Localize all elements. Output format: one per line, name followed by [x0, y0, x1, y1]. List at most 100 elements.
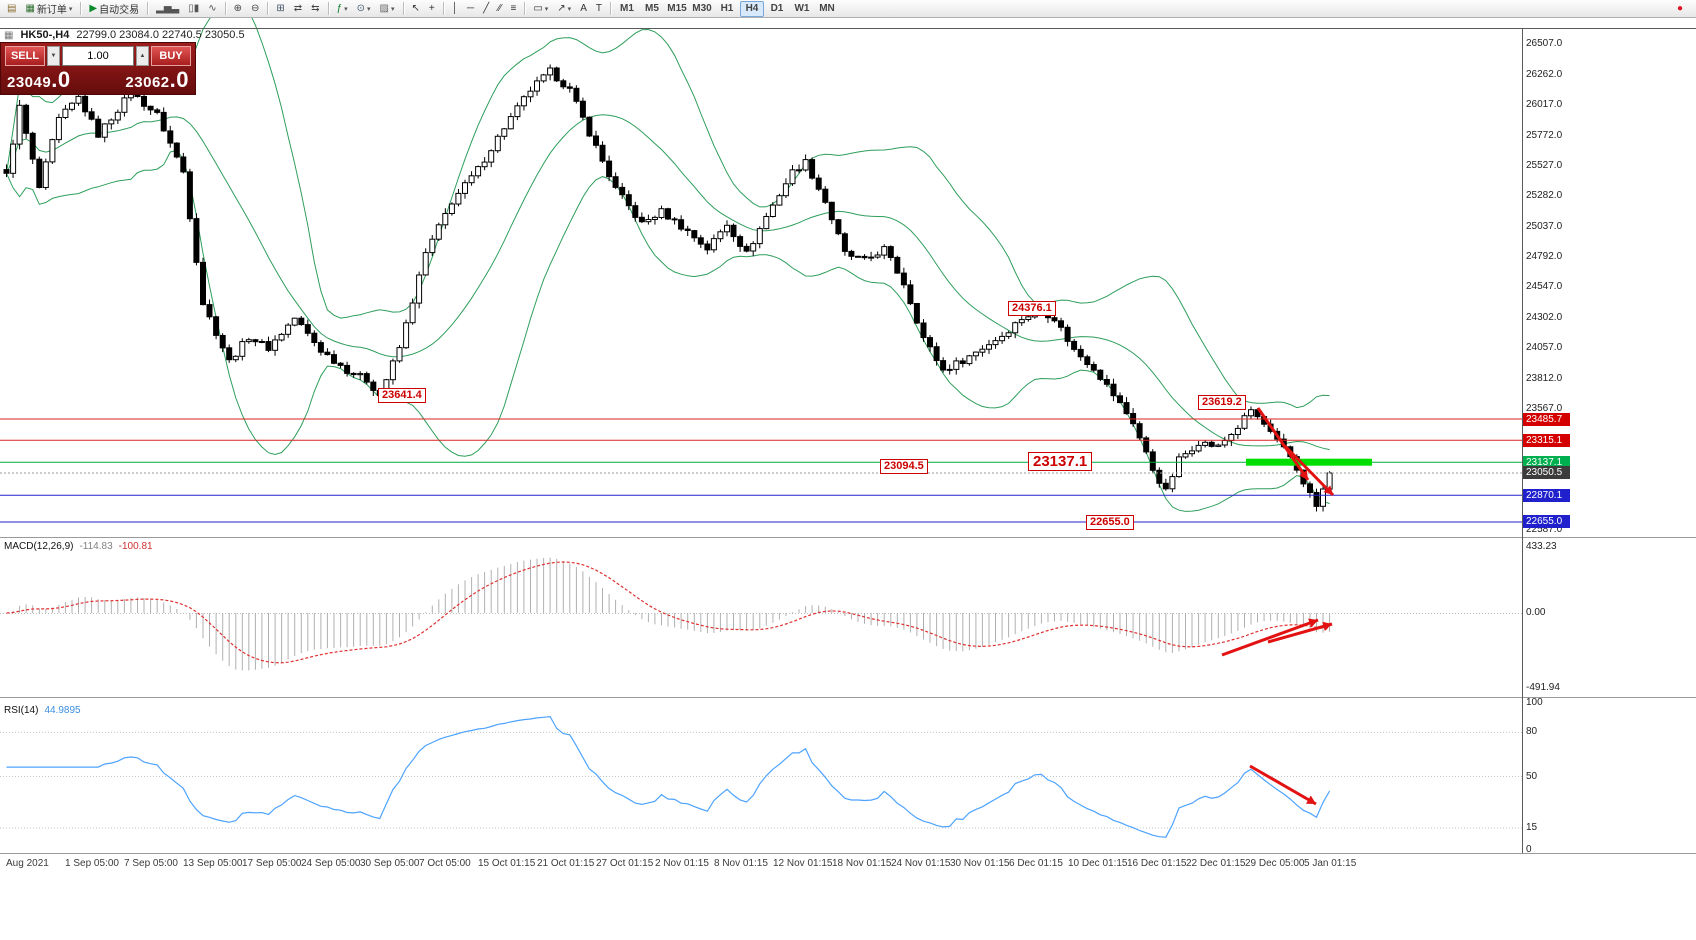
price-tag: 23485.7: [1523, 413, 1570, 426]
price-annotation[interactable]: 24376.1: [1008, 301, 1056, 316]
timeframe-M15[interactable]: M15: [667, 3, 687, 14]
sell-button[interactable]: SELL: [5, 46, 45, 66]
time-axis-label: Aug 2021: [6, 858, 49, 869]
trend-arrow[interactable]: [1283, 444, 1335, 497]
toolbar-separator: [327, 2, 329, 15]
zoom-out-button[interactable]: ⊖: [247, 1, 263, 17]
price-annotation[interactable]: 23094.5: [880, 459, 928, 474]
chart-shift-button[interactable]: ⇆: [307, 1, 323, 17]
candlestick-chart-button[interactable]: ▯▮: [184, 1, 203, 17]
templates-button[interactable]: ▨ ▾: [376, 1, 399, 17]
chart-canvas[interactable]: [0, 18, 1696, 940]
macd-axis-label: 0.00: [1526, 607, 1546, 618]
cursor-icon: ↖: [411, 2, 420, 14]
horizontal-line-button[interactable]: ─: [463, 1, 478, 17]
auto-scroll-button[interactable]: ⇄: [290, 1, 306, 17]
timeframe-M1[interactable]: M1: [620, 3, 634, 14]
timeframe-H1[interactable]: H1: [720, 3, 734, 14]
macd-axis-label: 433.23: [1526, 541, 1557, 552]
price-tag: 23137.1: [1523, 456, 1570, 469]
text-label-icon: T: [595, 2, 602, 14]
trend-arrow-head: [1308, 618, 1318, 628]
buy-button[interactable]: BUY: [151, 46, 191, 66]
timeframe-M30[interactable]: M30: [692, 3, 712, 14]
buy-price[interactable]: 23062.0: [125, 67, 189, 93]
notifications-button[interactable]: ●: [1673, 1, 1687, 17]
channel-button[interactable]: ∕∕: [494, 1, 505, 17]
trendline-button[interactable]: ╱: [479, 1, 493, 17]
price-axis-label: 23812.0: [1526, 373, 1563, 384]
auto-trading-icon: ▶: [89, 2, 98, 14]
trend-arrow-head: [1322, 621, 1332, 631]
new-order-button[interactable]: ▦ 新订单 ▾: [21, 1, 76, 17]
volume-down-button[interactable]: ▼: [47, 46, 60, 66]
text-button[interactable]: A: [576, 1, 591, 17]
price-axis-label: 24057.0: [1526, 342, 1563, 353]
line-chart-button[interactable]: ∿: [204, 1, 220, 17]
shapes-button[interactable]: ▭ ▾: [529, 1, 552, 17]
toolbar-separator: [609, 2, 611, 15]
auto-trading-button[interactable]: ▶ 自动交易: [85, 1, 143, 17]
price-axis-label: 25037.0: [1526, 221, 1563, 232]
price-axis-label: 26017.0: [1526, 99, 1563, 110]
line-chart-icon: ∿: [208, 2, 217, 14]
time-axis-label: 7 Oct 05:00: [419, 858, 471, 869]
tile-windows-button[interactable]: ⊞: [272, 1, 288, 17]
price-annotation[interactable]: 23619.2: [1198, 395, 1246, 410]
volume-up-button[interactable]: ▲: [136, 46, 149, 66]
indicators-icon: ƒ: [336, 2, 343, 14]
indicators-button[interactable]: ƒ ▾: [333, 1, 352, 17]
periods-icon: ⊙: [356, 2, 366, 14]
time-axis-label: 17 Sep 05:00: [242, 858, 302, 869]
trend-arrow-head: [1306, 795, 1316, 804]
crosshair-button[interactable]: +: [425, 1, 439, 17]
text-label-button[interactable]: T: [592, 1, 606, 17]
rsi-indicator-label: RSI(14) 44.9895: [4, 705, 81, 716]
time-axis-label: 16 Dec 01:15: [1127, 858, 1187, 869]
time-axis-label: 1 Sep 05:00: [65, 858, 119, 869]
timeframe-W1[interactable]: W1: [794, 3, 810, 14]
toolbar-separator: [267, 2, 269, 15]
crosshair-icon: +: [428, 2, 435, 14]
trend-arrow[interactable]: [1256, 407, 1310, 481]
trend-arrow[interactable]: [1249, 764, 1317, 806]
arrows-button[interactable]: ↗ ▾: [553, 1, 575, 17]
vertical-line-icon: │: [451, 2, 458, 14]
trend-arrow[interactable]: [1221, 618, 1319, 657]
price-annotation[interactable]: 23641.4: [378, 388, 426, 403]
buy-price-main: 23062: [125, 74, 170, 91]
toolbar-separator: [442, 2, 444, 15]
volume-input[interactable]: [62, 46, 134, 66]
vertical-line-button[interactable]: │: [448, 1, 462, 17]
time-axis-label: 24 Sep 05:00: [301, 858, 361, 869]
price-tag: 22870.1: [1523, 489, 1570, 502]
candles: [3, 64, 1333, 512]
chart-header: ▦ HK50-,H4 22799.0 23084.0 22740.5 23050…: [4, 29, 245, 41]
bar-chart-button[interactable]: ▂▅▃: [152, 1, 183, 17]
timeframe-MN[interactable]: MN: [819, 3, 835, 14]
rsi-axis-label: 15: [1526, 822, 1538, 833]
cursor-button[interactable]: ↖: [408, 1, 424, 17]
notifications-icon: ●: [1676, 2, 1683, 14]
time-axis-label: 18 Nov 01:15: [832, 858, 892, 869]
price-annotation[interactable]: 23137.1: [1028, 452, 1093, 471]
time-axis-label: 10 Dec 01:15: [1068, 858, 1128, 869]
shapes-icon: ▭: [533, 2, 543, 14]
zoom-in-button[interactable]: ⊕: [230, 1, 246, 17]
periods-button[interactable]: ⊙ ▾: [353, 1, 375, 17]
price-axis-label: 24547.0: [1526, 281, 1563, 292]
fibonacci-button[interactable]: ≡: [506, 1, 520, 17]
timeframe-D1[interactable]: D1: [770, 3, 784, 14]
timeframe-M5[interactable]: M5: [645, 3, 659, 14]
timeframe-H4[interactable]: H4: [739, 0, 764, 17]
price-axis-label: 23567.0: [1526, 403, 1563, 414]
macd-indicator-label: MACD(12,26,9) -114.83 -100.81: [4, 541, 153, 552]
support-highlight-bar[interactable]: [1246, 458, 1372, 466]
price-axis-label: 26507.0: [1526, 38, 1563, 49]
trend-arrow[interactable]: [1267, 622, 1333, 644]
price-annotation[interactable]: 22655.0: [1086, 515, 1134, 530]
accounts-button[interactable]: ▤: [3, 1, 20, 17]
price-axis-label: 25772.0: [1526, 130, 1563, 141]
sell-price[interactable]: 23049.0: [7, 67, 71, 93]
toolbar-separator: [80, 2, 82, 15]
